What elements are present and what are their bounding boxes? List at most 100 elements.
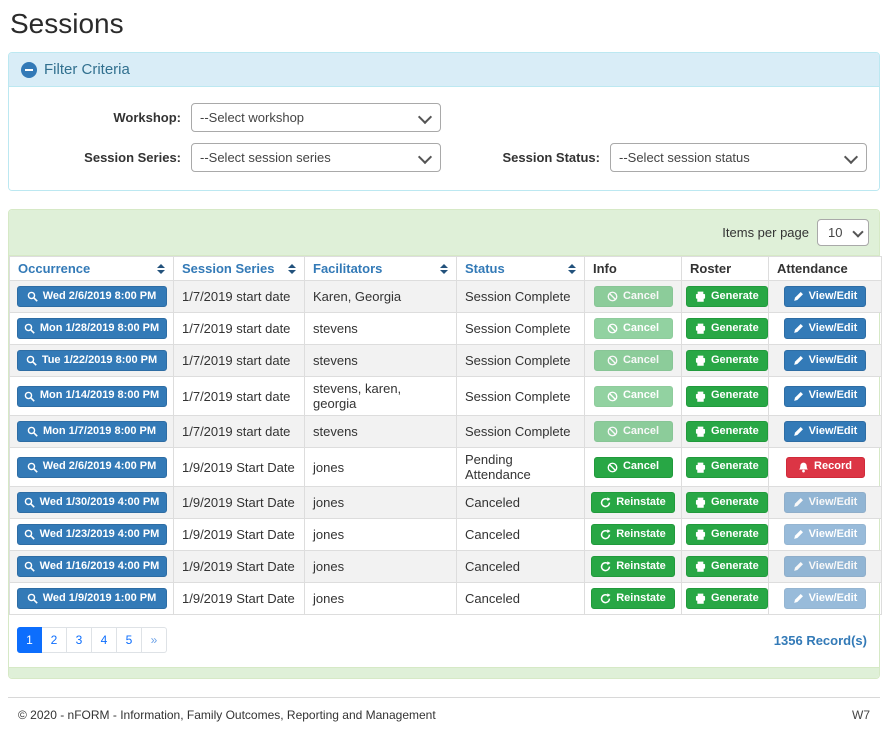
occurrence-button[interactable]: Mon 1/28/2019 8:00 PM <box>16 318 167 339</box>
sessions-panel-header: Items per page 10 <box>9 210 879 256</box>
facilitators-cell: stevens, karen, georgia <box>304 376 457 416</box>
items-per-page-label: Items per page <box>722 225 809 240</box>
table-row: Wed 1/9/2019 1:00 PM 1/9/2019 Start Date… <box>9 582 882 615</box>
info-cancel-button[interactable]: Cancel <box>593 456 673 478</box>
roster-generate-button[interactable]: Generate <box>686 588 768 609</box>
session-status-label: Session Status: <box>502 150 600 165</box>
occurrence-button[interactable]: Wed 1/16/2019 4:00 PM <box>16 556 167 577</box>
attendance-view-edit-button: View/Edit <box>783 588 867 609</box>
table-row: Mon 1/7/2019 8:00 PM 1/7/2019 start date… <box>9 415 882 448</box>
minus-circle-icon[interactable] <box>21 61 37 78</box>
session-series-select[interactable]: --Select session series <box>191 143 441 172</box>
attendance-view-edit-button[interactable]: View/Edit <box>783 385 867 407</box>
session-status-select[interactable]: --Select session status <box>610 143 867 172</box>
roster-generate-button[interactable]: Generate <box>686 556 768 577</box>
info-reinstate-button[interactable]: Reinstate <box>591 588 675 609</box>
workshop-select[interactable]: --Select workshop <box>191 103 441 132</box>
session-series-cell: 1/9/2019 Start Date <box>173 550 305 583</box>
info-reinstate-button[interactable]: Reinstate <box>591 556 675 577</box>
search-icon <box>24 561 35 572</box>
column-header-roster: Roster <box>681 256 769 281</box>
search-icon <box>24 323 35 334</box>
pencil-icon <box>793 529 804 540</box>
search-icon <box>27 462 38 473</box>
roster-generate-button[interactable]: Generate <box>686 318 768 339</box>
status-cell: Canceled <box>456 486 585 519</box>
pencil-icon <box>793 593 804 604</box>
printer-icon <box>695 561 706 572</box>
column-header-facilitators[interactable]: Facilitators <box>304 256 457 281</box>
printer-icon <box>695 323 706 334</box>
items-per-page-select[interactable]: 10 <box>817 219 869 246</box>
undo-icon <box>600 593 611 604</box>
occurrence-button[interactable]: Wed 2/6/2019 8:00 PM <box>16 286 167 307</box>
table-row: Wed 1/16/2019 4:00 PM 1/9/2019 Start Dat… <box>9 550 882 583</box>
attendance-view-edit-button[interactable]: View/Edit <box>783 318 867 339</box>
sort-icon[interactable] <box>282 263 296 274</box>
session-series-cell: 1/9/2019 Start Date <box>173 447 305 487</box>
attendance-view-edit-button[interactable]: View/Edit <box>783 286 867 307</box>
roster-generate-button[interactable]: Generate <box>686 524 768 545</box>
table-row: Tue 1/22/2019 8:00 PM 1/7/2019 start dat… <box>9 344 882 377</box>
table-row: Wed 1/23/2019 4:00 PM 1/9/2019 Start Dat… <box>9 518 882 551</box>
occurrence-button[interactable]: Wed 1/9/2019 1:00 PM <box>16 588 167 609</box>
sort-icon[interactable] <box>434 263 448 274</box>
attendance-record-button[interactable]: Record <box>785 456 865 478</box>
footer-right-label: W7 <box>852 708 870 722</box>
workshop-label: Workshop: <box>113 110 181 125</box>
info-cancel-button: Cancel <box>593 318 673 339</box>
pagination-page-3-button[interactable]: 3 <box>67 627 92 653</box>
info-cancel-button: Cancel <box>593 421 673 442</box>
occurrence-button[interactable]: Wed 2/6/2019 4:00 PM <box>16 456 167 478</box>
printer-icon <box>695 593 706 604</box>
info-cancel-button: Cancel <box>593 385 673 407</box>
sort-icon[interactable] <box>562 263 576 274</box>
status-cell: Canceled <box>456 582 585 615</box>
sort-icon[interactable] <box>151 263 165 274</box>
table-row: Wed 2/6/2019 4:00 PM 1/9/2019 Start Date… <box>9 447 882 487</box>
workshop-select-wrap: --Select workshop <box>191 103 441 132</box>
pagination-page-2-button[interactable]: 2 <box>42 627 67 653</box>
pencil-icon <box>793 323 804 334</box>
occurrence-button[interactable]: Mon 1/14/2019 8:00 PM <box>16 385 167 407</box>
pencil-icon <box>793 426 804 437</box>
attendance-view-edit-button[interactable]: View/Edit <box>783 350 867 371</box>
printer-icon <box>695 291 706 302</box>
session-series-cell: 1/9/2019 Start Date <box>173 518 305 551</box>
session-series-cell: 1/7/2019 start date <box>173 280 305 313</box>
info-reinstate-button[interactable]: Reinstate <box>591 524 675 545</box>
info-reinstate-button[interactable]: Reinstate <box>591 492 675 513</box>
status-cell: Session Complete <box>456 280 585 313</box>
roster-generate-button[interactable]: Generate <box>686 421 768 442</box>
occurrence-button[interactable]: Mon 1/7/2019 8:00 PM <box>16 421 167 442</box>
attendance-view-edit-button: View/Edit <box>783 556 867 577</box>
sessions-panel: Items per page 10 Occurrence <box>8 209 882 679</box>
roster-generate-button[interactable]: Generate <box>686 286 768 307</box>
page-title: Sessions <box>10 8 124 39</box>
printer-icon <box>695 497 706 508</box>
pagination-page-4-button[interactable]: 4 <box>92 627 117 653</box>
pagination-next-button[interactable]: » <box>142 627 167 653</box>
pagination-page-5-button[interactable]: 5 <box>117 627 142 653</box>
search-icon <box>27 291 38 302</box>
ban-icon <box>607 426 618 437</box>
status-cell: Session Complete <box>456 376 585 416</box>
filter-criteria-header[interactable]: Filter Criteria <box>9 53 879 87</box>
pagination-page-1-button[interactable]: 1 <box>17 627 42 653</box>
roster-generate-button[interactable]: Generate <box>686 350 768 371</box>
column-header-info: Info <box>584 256 682 281</box>
column-header-occurrence[interactable]: Occurrence <box>9 256 174 281</box>
page-footer: © 2020 - nFORM - Information, Family Out… <box>8 697 880 736</box>
column-header-session-series[interactable]: Session Series <box>173 256 305 281</box>
table-row: Wed 2/6/2019 8:00 PM 1/7/2019 start date… <box>9 280 882 313</box>
occurrence-button[interactable]: Wed 1/23/2019 4:00 PM <box>16 524 167 545</box>
pagination: 1 2 3 4 5» <box>17 627 167 653</box>
occurrence-button[interactable]: Wed 1/30/2019 4:00 PM <box>16 492 167 513</box>
column-header-status[interactable]: Status <box>456 256 585 281</box>
roster-generate-button[interactable]: Generate <box>686 456 768 478</box>
attendance-view-edit-button[interactable]: View/Edit <box>783 421 867 442</box>
roster-generate-button[interactable]: Generate <box>686 492 768 513</box>
printer-icon <box>695 529 706 540</box>
occurrence-button[interactable]: Tue 1/22/2019 8:00 PM <box>16 350 167 371</box>
roster-generate-button[interactable]: Generate <box>686 385 768 407</box>
